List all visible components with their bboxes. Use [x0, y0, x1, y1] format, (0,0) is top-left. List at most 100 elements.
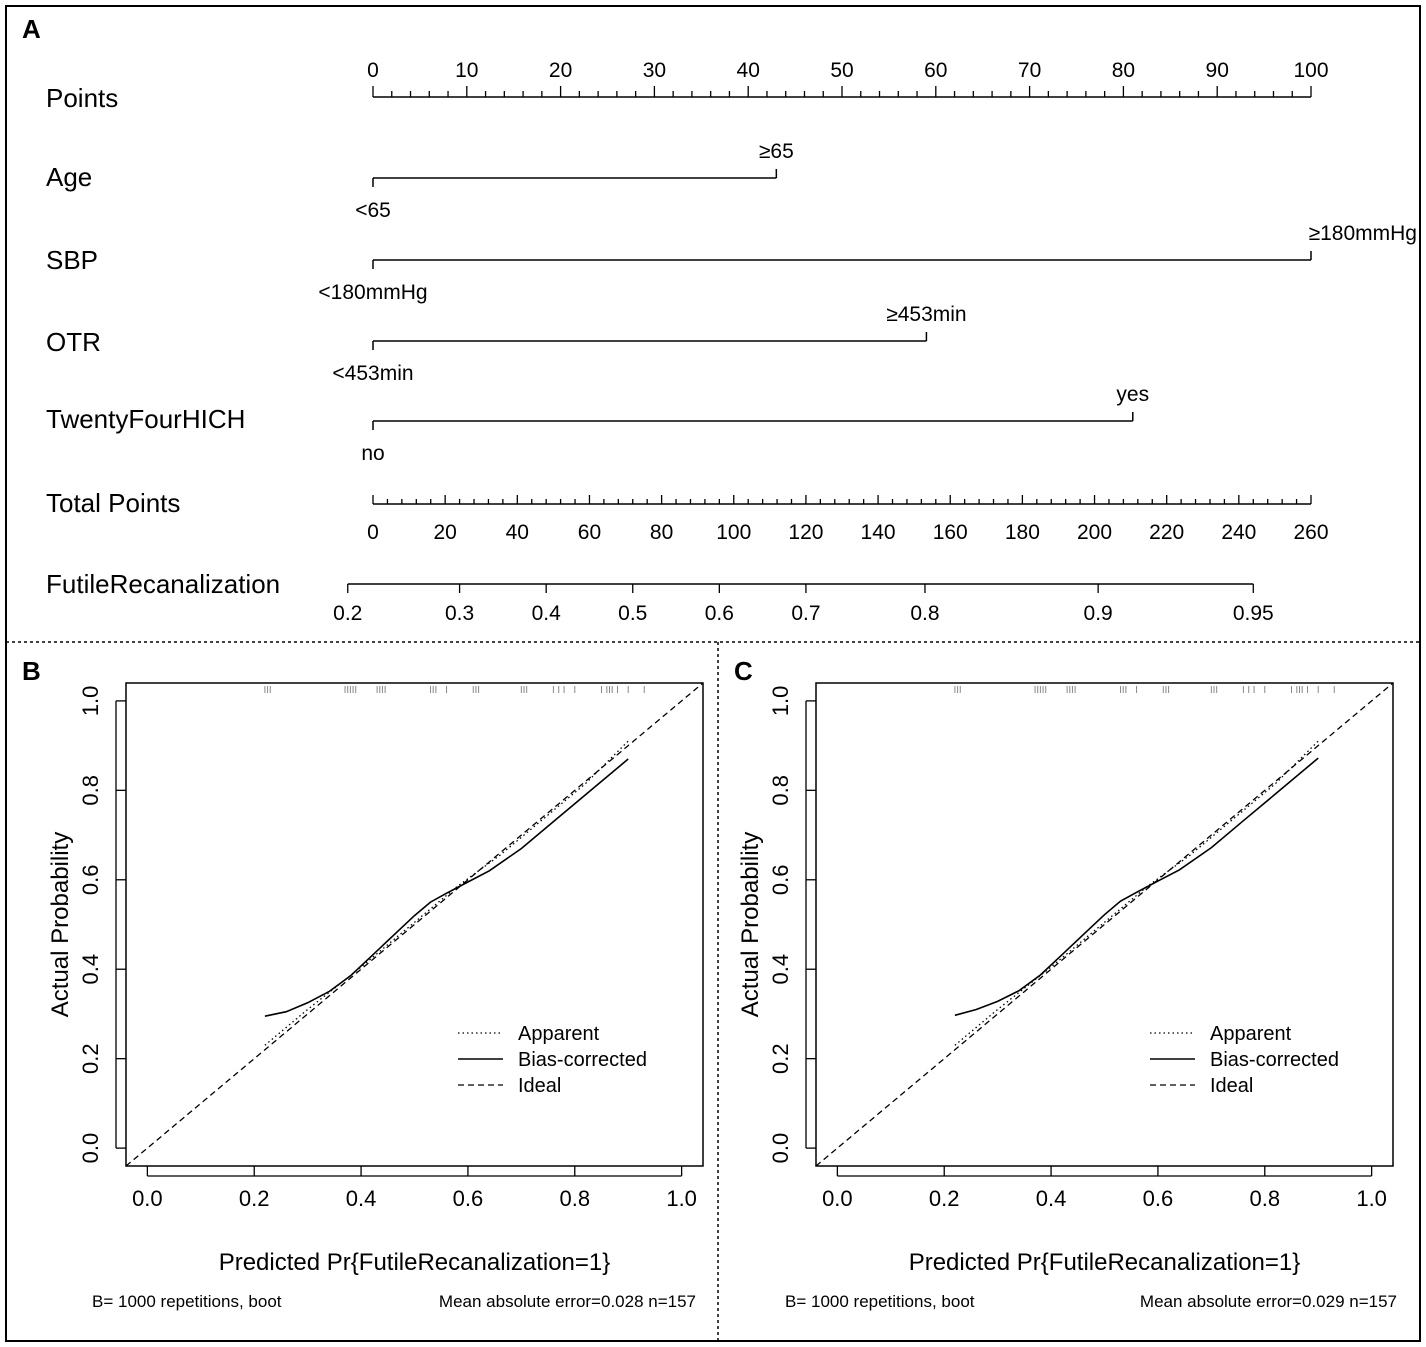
y-tick-label: 0.0 — [78, 1133, 103, 1164]
total-points-tick-label: 140 — [861, 521, 896, 544]
points-tick-label: 10 — [455, 59, 478, 82]
y-axis-title: Actual Probability — [737, 832, 764, 1017]
probability-tick-label: 0.6 — [705, 602, 734, 625]
probability-tick-label: 0.3 — [445, 602, 474, 625]
x-axis-title: Predicted Pr{FutileRecanalization=1} — [909, 1249, 1301, 1276]
legend-apparent-label: Apparent — [518, 1023, 600, 1045]
otr-level-high-label: ≥453min — [886, 303, 966, 326]
x-tick-label: 0.6 — [453, 1186, 484, 1211]
total-points-tick-label: 260 — [1293, 521, 1328, 544]
total-points-tick-label: 40 — [506, 521, 529, 544]
total-points-tick-label: 220 — [1149, 521, 1184, 544]
otr-row-label: OTR — [46, 327, 101, 357]
total-points-tick-label: 20 — [433, 521, 456, 544]
series-bias-corrected-line — [954, 757, 1319, 1017]
total-points-tick-label: 200 — [1077, 521, 1112, 544]
y-tick-label: 0.8 — [78, 775, 103, 806]
points-row-label: Points — [46, 83, 118, 113]
age-level-low-label: <65 — [355, 199, 391, 222]
x-tick-label: 0.2 — [239, 1186, 270, 1211]
y-tick-label: 0.4 — [768, 954, 793, 985]
panel-letter-c: C — [734, 656, 753, 686]
legend-bias-corrected-label: Bias-corrected — [518, 1049, 647, 1071]
y-tick-label: 0.6 — [768, 864, 793, 895]
total-points-tick-label: 180 — [1005, 521, 1040, 544]
points-tick-label: 50 — [830, 59, 853, 82]
y-tick-label: 1.0 — [768, 686, 793, 717]
x-tick-label: 0.4 — [1036, 1186, 1067, 1211]
series-bias-corrected-line — [264, 758, 629, 1017]
sbp-level-high-label: ≥180mmHg — [1309, 222, 1417, 245]
x-tick-label: 0.0 — [822, 1186, 853, 1211]
probability-tick-label: 0.2 — [333, 602, 362, 625]
points-tick-label: 100 — [1293, 59, 1328, 82]
footer-repetitions: B= 1000 repetitions, boot — [785, 1292, 975, 1311]
otr-level-low-label: <453min — [332, 362, 413, 385]
age-row-label: Age — [46, 162, 92, 192]
legend-apparent-label: Apparent — [1210, 1023, 1292, 1045]
x-tick-label: 0.6 — [1143, 1186, 1174, 1211]
panel-letter-a: A — [22, 14, 41, 44]
total-points-tick-label: 240 — [1221, 521, 1256, 544]
points-tick-label: 90 — [1206, 59, 1229, 82]
y-tick-label: 0.0 — [768, 1133, 793, 1164]
calibration-panel-b: B 0.0 0.2 0.4 0.6 0.8 1.0 0.0 0.2 0.4 0.6 0.8 1.0 Pre… — [22, 656, 704, 1311]
points-tick-label: 30 — [643, 59, 666, 82]
twentyfourhich-level-high-label: yes — [1116, 383, 1149, 406]
series-ideal-line — [815, 682, 1394, 1167]
probability-tick-label: 0.7 — [791, 602, 820, 625]
x-tick-label: 0.8 — [1249, 1186, 1280, 1211]
points-tick-label: 70 — [1018, 59, 1041, 82]
y-axis-title: Actual Probability — [47, 832, 74, 1017]
footer-mean-absolute-error: Mean absolute error=0.029 n=157 — [1140, 1292, 1397, 1311]
probability-tick-label: 0.5 — [618, 602, 647, 625]
points-tick-label: 0 — [367, 59, 379, 82]
y-tick-label: 0.2 — [78, 1043, 103, 1074]
x-tick-label: 0.2 — [929, 1186, 960, 1211]
footer-mean-absolute-error: Mean absolute error=0.028 n=157 — [439, 1292, 696, 1311]
y-tick-label: 0.4 — [78, 954, 103, 985]
probability-tick-label: 0.8 — [910, 602, 939, 625]
panel-letter-b: B — [22, 656, 41, 686]
total-points-tick-label: 100 — [716, 521, 751, 544]
y-tick-label: 0.8 — [768, 775, 793, 806]
y-tick-label: 0.6 — [78, 864, 103, 895]
x-tick-label: 1.0 — [666, 1186, 697, 1211]
probability-tick-label: 0.9 — [1084, 602, 1113, 625]
total-points-tick-label: 0 — [367, 521, 379, 544]
points-tick-label: 40 — [737, 59, 760, 82]
x-tick-label: 0.0 — [132, 1186, 163, 1211]
total-points-row-label: Total Points — [46, 488, 180, 518]
probability-tick-label: 0.4 — [532, 602, 562, 625]
figure-frame — [5, 5, 1421, 1342]
total-points-tick-label: 60 — [578, 521, 601, 544]
x-axis-title: Predicted Pr{FutileRecanalization=1} — [219, 1249, 611, 1276]
footer-repetitions: B= 1000 repetitions, boot — [92, 1292, 282, 1311]
x-tick-label: 0.8 — [559, 1186, 590, 1211]
probability-row-label: FutileRecanalization — [46, 569, 280, 599]
x-tick-label: 0.4 — [346, 1186, 377, 1211]
x-tick-label: 1.0 — [1356, 1186, 1387, 1211]
sbp-row-label: SBP — [46, 245, 98, 275]
legend-ideal-label: Ideal — [518, 1075, 561, 1097]
series-ideal-line — [125, 682, 704, 1167]
y-tick-label: 1.0 — [78, 686, 103, 717]
y-tick-label: 0.2 — [768, 1043, 793, 1074]
total-points-tick-label: 120 — [788, 521, 823, 544]
points-tick-label: 80 — [1112, 59, 1135, 82]
total-points-tick-label: 80 — [650, 521, 673, 544]
nomogram-marks: 0 10 20 30 40 50 60 70 80 90 100 <65 ≥65 <180mmHg ≥180… — [318, 59, 1417, 625]
hich-row-label: TwentyFourHICH — [46, 404, 245, 434]
calibration-panel-c: C 0.0 0.2 0.4 0.6 0.8 1.0 0.0 0.2 0.4 0.6 0.8 1.0 Pre… — [734, 656, 1397, 1311]
sbp-level-low-label: <180mmHg — [318, 281, 427, 304]
plot-frame — [815, 682, 1394, 1167]
points-tick-label: 20 — [549, 59, 572, 82]
twentyfourhich-level-low-label: no — [361, 442, 384, 465]
age-level-high-label: ≥65 — [759, 140, 794, 163]
legend-bias-corrected-label: Bias-corrected — [1210, 1049, 1339, 1071]
probability-tick-label: 0.95 — [1233, 602, 1274, 625]
total-points-tick-label: 160 — [933, 521, 968, 544]
legend-ideal-label: Ideal — [1210, 1075, 1253, 1097]
nomogram-panel: A Points Age SBP OTR TwentyFourHICH Tota… — [22, 14, 1417, 625]
